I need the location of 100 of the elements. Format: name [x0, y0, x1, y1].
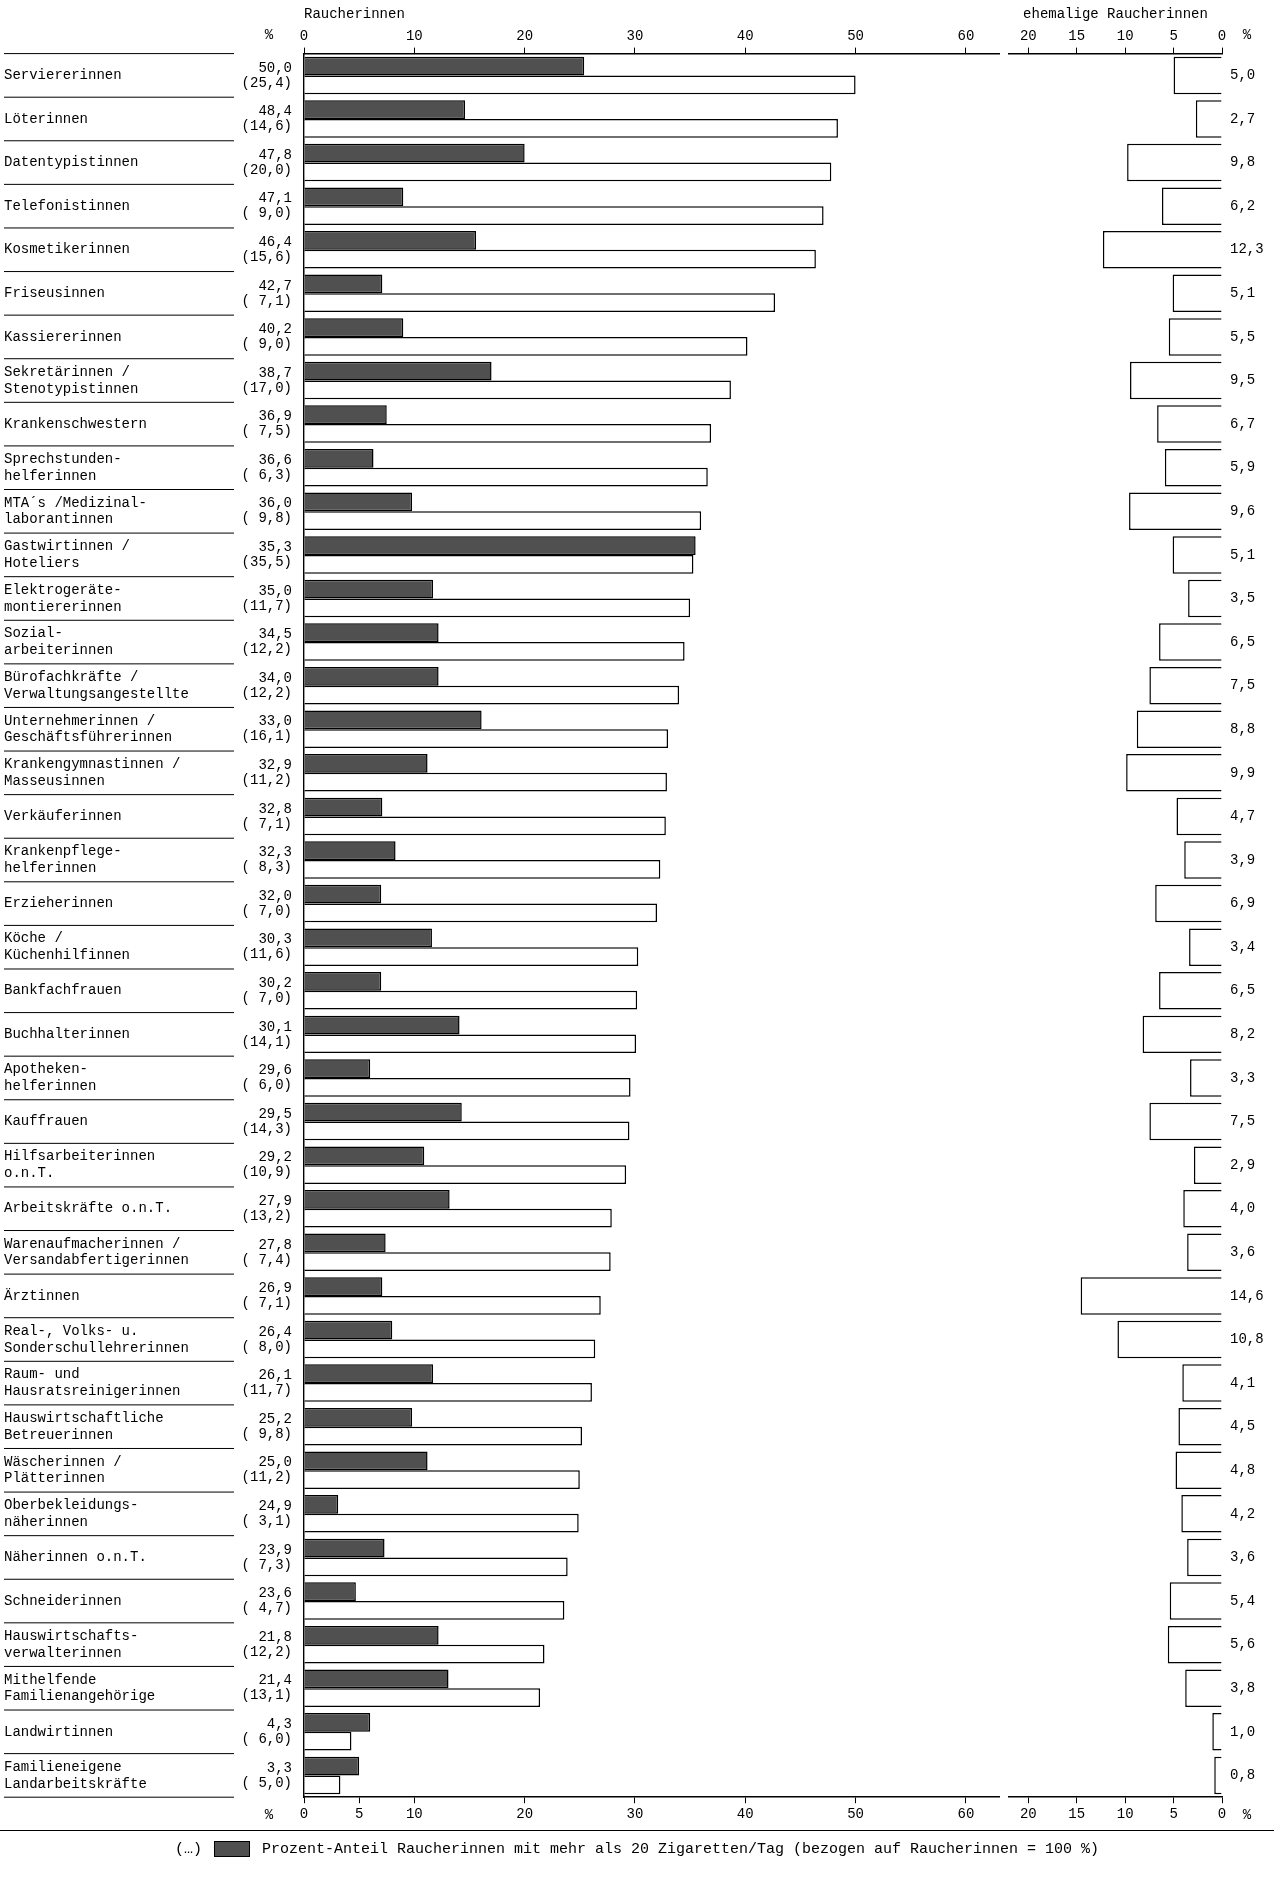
data-label: 27,8	[258, 1236, 292, 1253]
y-tick-label: Gastwirtinnen / Hoteliers	[4, 538, 131, 571]
data-label: 29,5	[258, 1105, 292, 1122]
data-label: ( 9,8)	[241, 1425, 292, 1442]
data-label: 47,1	[258, 190, 292, 207]
x-tick-label: 30	[626, 1806, 644, 1823]
y-tick-label: Löterinnen	[4, 110, 89, 127]
data-label: 5,5	[1230, 328, 1256, 345]
data-label: (20,0)	[241, 161, 292, 178]
legend-label: Prozent-Anteil Raucherinnen mit mehr als 20 Zigaretten/Tag (bezogen auf Raucherinnen = 100 %)	[261, 1840, 1100, 1858]
x2-tick-label: 5	[1169, 27, 1178, 44]
data-label: 38,7	[258, 364, 292, 381]
y-tick-label: Sekretärinnen / Stenotypistinnen	[4, 363, 139, 397]
y-tick-label: Verkäuferinnen	[4, 808, 122, 825]
data-label: (11,7)	[241, 597, 292, 614]
data-label: 26,4	[258, 1323, 292, 1340]
x2-tick-label: 10	[1116, 27, 1134, 44]
data-label: 10,8	[1230, 1331, 1264, 1348]
y-tick-label: Oberbekleidungs- näherinnen	[4, 1497, 139, 1530]
data-label: 4,3	[266, 1716, 292, 1733]
y-tick-label: Hilfsarbeiterinnen o.n.T.	[4, 1148, 156, 1182]
data-label: 48,4	[258, 103, 292, 120]
data-label: 3,6	[1230, 1549, 1256, 1566]
x-tick-label: 60	[957, 1806, 975, 1823]
data-label: 29,2	[258, 1149, 292, 1166]
data-label: 4,8	[1230, 1461, 1256, 1478]
y-tick-label: Näherinnen o.n.T.	[4, 1549, 147, 1566]
x2-tick-label: 20	[516, 27, 534, 44]
data-label: 34,0	[258, 669, 292, 686]
data-label: 4,7	[1230, 808, 1256, 825]
x2-tick-label: 0	[1217, 27, 1227, 44]
y-tick-label: Raum- und Hausratsreinigerinnen	[4, 1366, 181, 1400]
data-label: 5,6	[1230, 1636, 1256, 1653]
y-tick-label: Kauffrauen	[4, 1113, 89, 1130]
data-label: 26,1	[258, 1367, 292, 1384]
data-label: 36,0	[258, 495, 292, 512]
data-label: ( 4,7)	[241, 1600, 292, 1617]
data-label: 14,6	[1230, 1287, 1264, 1304]
data-label: ( 9,0)	[241, 336, 292, 353]
data-label: 2,7	[1230, 110, 1256, 127]
data-label: 1,0	[1230, 1723, 1256, 1740]
y-tick-label: Hauswirtschaftliche Betreuerinnen	[4, 1409, 164, 1443]
data-label: 42,7	[258, 277, 292, 294]
x-tick-label: 15	[1068, 1806, 1086, 1823]
data-label: 8,8	[1230, 720, 1256, 737]
data-label: 3,4	[1230, 938, 1256, 955]
data-label: 32,9	[258, 757, 292, 774]
data-label: ( 7,3)	[241, 1556, 292, 1573]
y-tick-label: Krankenpflege- helferinnen	[4, 843, 122, 877]
data-label: 0,8	[1230, 1767, 1256, 1784]
x2-axis-title: Raucherinnen	[304, 6, 405, 23]
data-label: ( 6,3)	[241, 466, 292, 483]
data-label: 3,3	[1230, 1069, 1256, 1086]
data-label: 6,7	[1230, 415, 1256, 432]
y-tick-label: Wäscherinnen / Plätterinnen	[4, 1453, 122, 1487]
y-tick-label: Bankfachfrauen	[4, 982, 122, 999]
data-label: (12,2)	[241, 1643, 292, 1660]
data-label: 50,0	[258, 59, 292, 76]
data-label: 35,0	[258, 582, 292, 599]
data-label: 25,2	[258, 1410, 292, 1427]
data-label: (25,4)	[241, 74, 292, 91]
data-label: 30,3	[258, 931, 292, 948]
data-label: (13,1)	[241, 1687, 292, 1704]
y-tick-label: Serviererinnen	[4, 67, 122, 84]
y-tick-label: Sprechstunden- helferinnen	[4, 451, 122, 484]
y-tick-label: Schneiderinnen	[4, 1592, 122, 1609]
y-tick-label: Krankengymnastinnen / Masseusinnen	[4, 756, 181, 789]
data-label: (13,2)	[241, 1207, 292, 1224]
y-tick-label: Ärztinnen	[4, 1286, 80, 1304]
y-tick-label: Apotheken- helferinnen	[4, 1061, 97, 1095]
data-label: 6,2	[1230, 197, 1256, 214]
data-label: 4,2	[1230, 1505, 1256, 1522]
data-label: ( 6,0)	[241, 1077, 292, 1094]
data-label: 2,9	[1230, 1156, 1256, 1173]
data-label: 5,0	[1230, 67, 1256, 84]
y-tick-label: Elektrogeräte- montiererinnen	[4, 581, 122, 615]
x2-tick-label: 10	[405, 27, 423, 44]
data-label: (15,6)	[241, 248, 292, 265]
data-label: 21,8	[258, 1628, 292, 1645]
data-label: (16,1)	[241, 728, 292, 745]
data-label: 30,2	[258, 974, 292, 991]
y-tick-label: Telefonistinnen	[4, 197, 131, 214]
data-label: 12,3	[1230, 241, 1264, 258]
data-label: 6,5	[1230, 982, 1256, 999]
data-label: ( 7,5)	[241, 423, 292, 440]
y-tick-label: Bürofachkräfte / Verwaltungsangestellte	[4, 668, 189, 702]
data-label: 34,5	[258, 626, 292, 643]
data-label: 32,3	[258, 844, 292, 861]
data-label: 36,9	[258, 408, 292, 425]
x-tick-label: 20	[516, 1806, 534, 1823]
data-label: 25,0	[258, 1454, 292, 1471]
data-label: 3,6	[1230, 1244, 1256, 1261]
data-label: (11,2)	[241, 1469, 292, 1486]
x-tick-label: 40	[736, 1806, 754, 1823]
data-label: ( 8,0)	[241, 1338, 292, 1355]
x2-axis-title: ehemalige Raucherinnen	[1023, 6, 1208, 23]
data-label: ( 7,1)	[241, 292, 292, 309]
data-label: 40,2	[258, 321, 292, 338]
data-label: 9,8	[1230, 154, 1256, 171]
x2-tick-label: 0	[299, 27, 309, 44]
